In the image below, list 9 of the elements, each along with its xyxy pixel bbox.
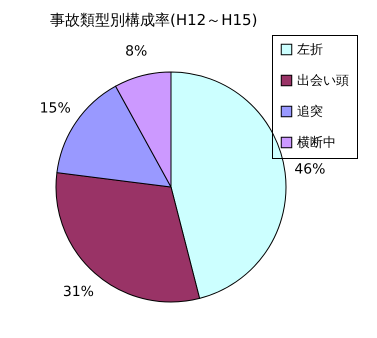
legend-label: 左折 — [297, 42, 323, 58]
legend-label: 横断中 — [297, 136, 336, 150]
data-label: 8% — [125, 43, 148, 60]
chart-title: 事故類型別構成率(H12～H15) — [50, 11, 258, 29]
legend-label: 出会い頭 — [297, 74, 349, 88]
data-label: 15% — [40, 100, 71, 116]
legend-label: 追突 — [297, 104, 323, 120]
data-label: 31% — [62, 284, 94, 300]
data-label: 46% — [294, 161, 326, 178]
